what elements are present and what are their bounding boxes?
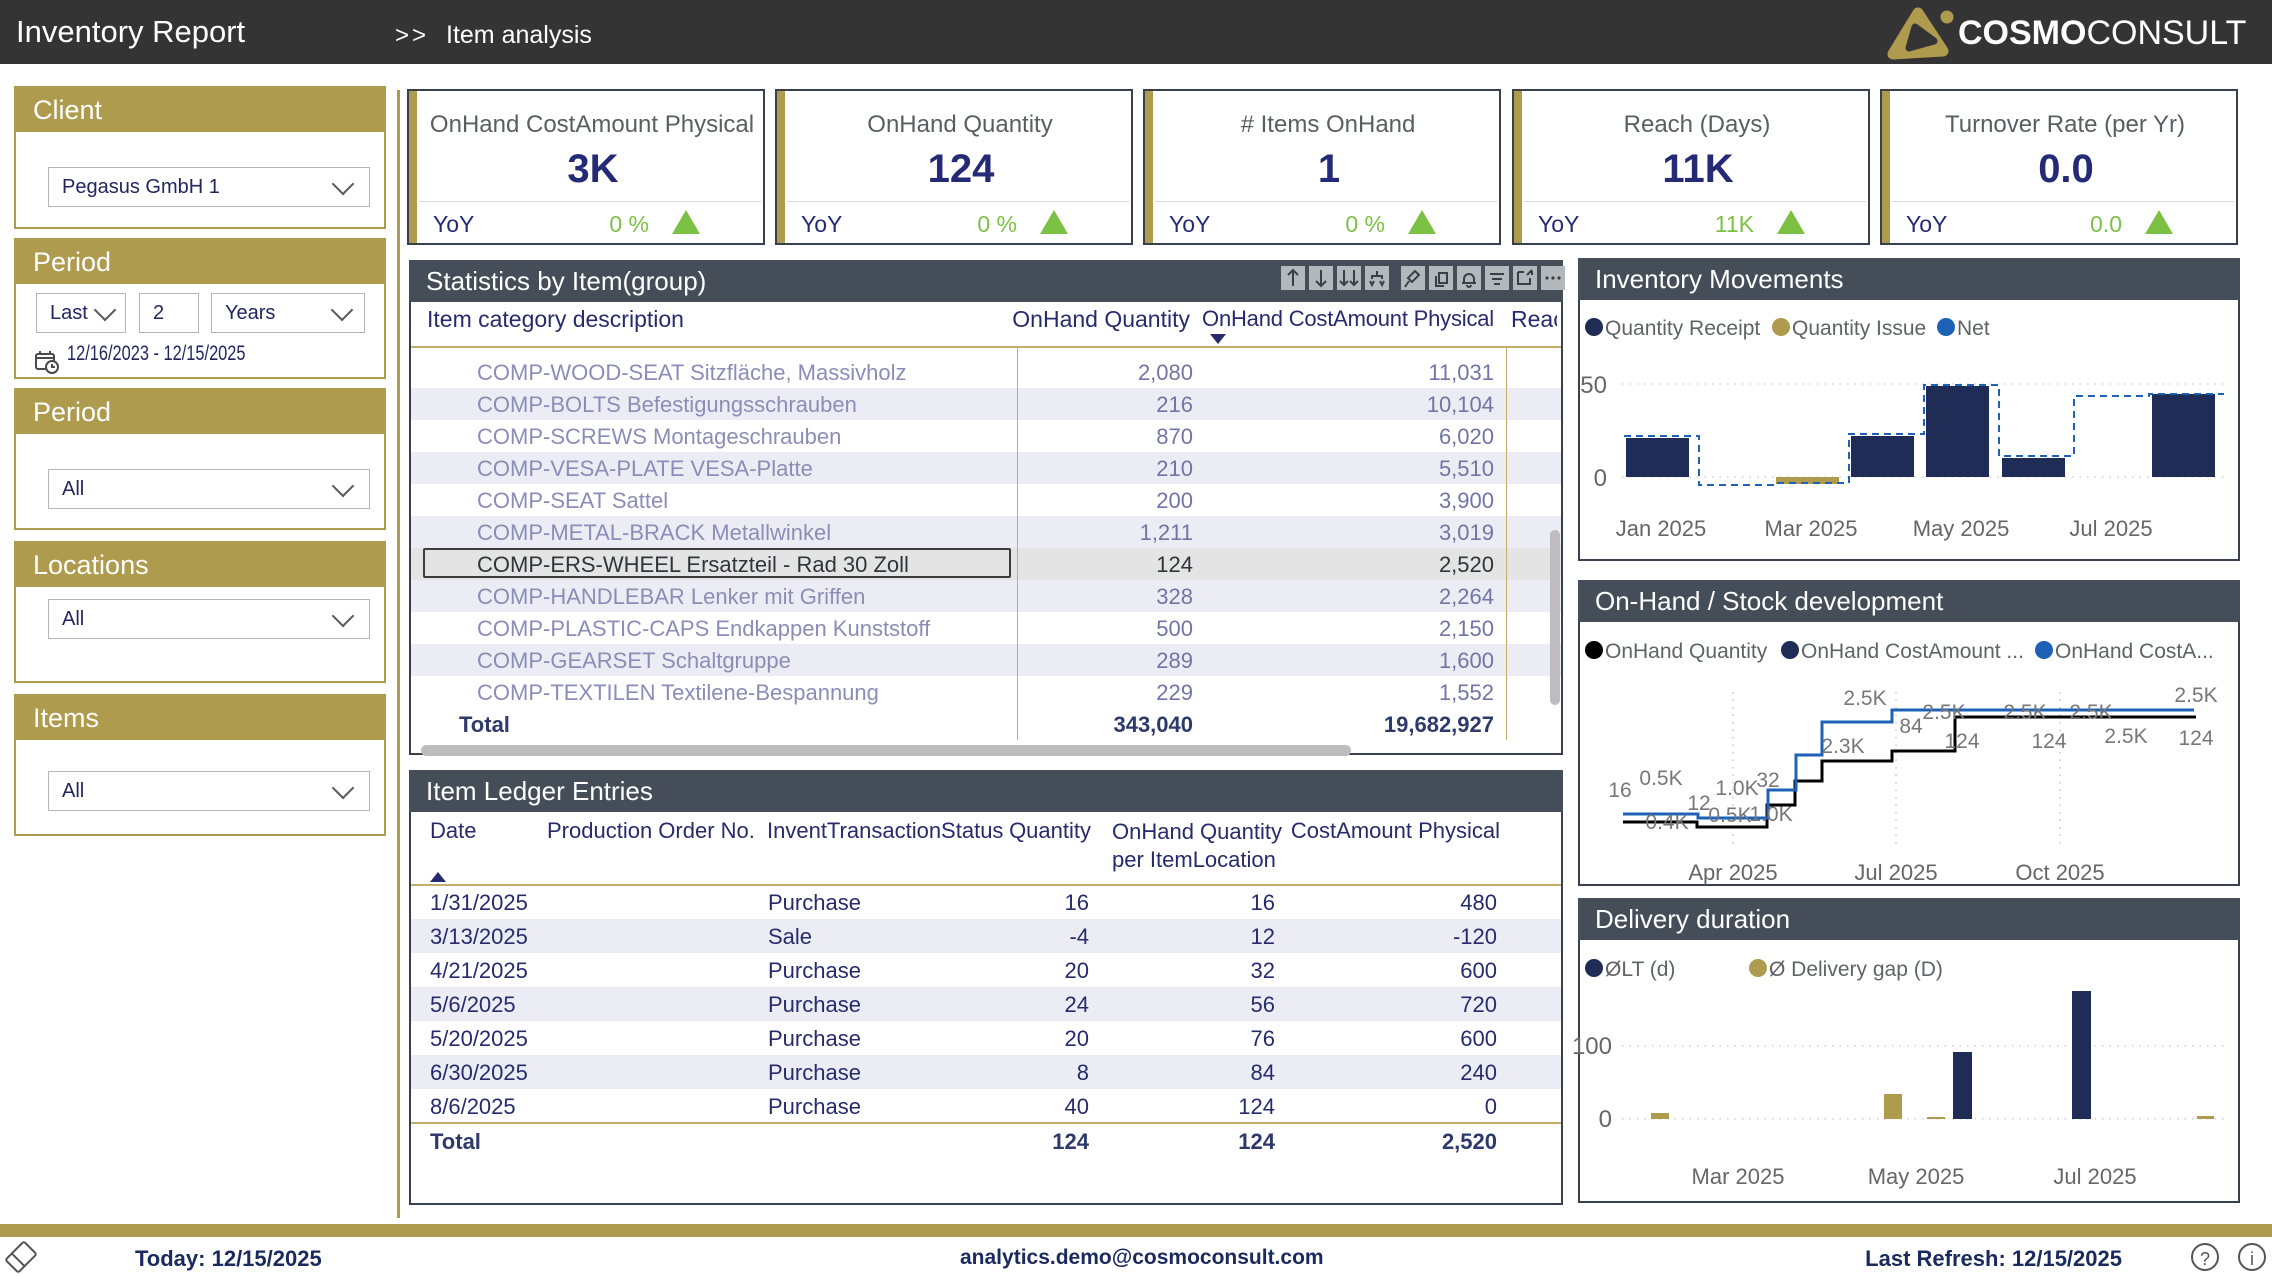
svg-text:OnHand Quantity: OnHand Quantity [1605,640,1768,663]
svg-text:Oct 2025: Oct 2025 [2015,860,2104,885]
svg-text:ØLT (d): ØLT (d) [1605,958,1675,981]
svg-text:2.5K: 2.5K [2003,701,2046,724]
svg-text:2.5K: 2.5K [2174,684,2217,707]
svg-text:0.4K: 0.4K [1645,811,1688,834]
svg-text:Jul 2025: Jul 2025 [1854,860,1937,885]
svg-text:84: 84 [1899,715,1923,738]
svg-text:12: 12 [1687,792,1710,815]
svg-text:?: ? [2200,1249,2210,1269]
svg-text:Jul 2025: Jul 2025 [2069,516,2152,541]
svg-text:2.5K: 2.5K [1843,687,1886,710]
svg-text:100: 100 [1572,1033,1612,1060]
svg-text:i: i [2250,1249,2254,1269]
svg-text:OnHand CostA...: OnHand CostA... [2055,640,2214,663]
svg-text:Ø Delivery gap (D): Ø Delivery gap (D) [1769,958,1943,981]
svg-text:1.0K: 1.0K [1749,803,1792,826]
svg-text:Jul 2025: Jul 2025 [2053,1164,2136,1189]
svg-text:124: 124 [2031,730,2066,753]
svg-text:1.0K: 1.0K [1715,777,1758,800]
svg-text:0: 0 [1594,465,1607,492]
svg-text:0.5K: 0.5K [1708,804,1751,827]
svg-text:OnHand CostAmount ...: OnHand CostAmount ... [1801,640,2024,663]
svg-text:Jan 2025: Jan 2025 [1616,516,1707,541]
svg-text:50: 50 [1580,372,1607,399]
svg-text:Quantity Issue: Quantity Issue [1792,317,1926,340]
svg-text:16: 16 [1608,779,1631,802]
svg-text:2.5K: 2.5K [2069,701,2112,724]
svg-text:2.5K: 2.5K [1922,701,1965,724]
svg-text:0.5K: 0.5K [1639,767,1682,790]
svg-text:Quantity Receipt: Quantity Receipt [1605,317,1760,340]
svg-text:124: 124 [2178,727,2213,750]
svg-text:Apr 2025: Apr 2025 [1688,860,1777,885]
svg-text:32: 32 [1756,769,1779,792]
svg-text:Net: Net [1957,317,1990,340]
svg-text:2.5K: 2.5K [2104,725,2147,748]
svg-text:2.3K: 2.3K [1821,735,1864,758]
svg-text:Mar 2025: Mar 2025 [1692,1164,1785,1189]
svg-text:May 2025: May 2025 [1868,1164,1965,1189]
svg-text:Mar 2025: Mar 2025 [1765,516,1858,541]
svg-text:124: 124 [1944,730,1979,753]
svg-text:0: 0 [1599,1106,1612,1133]
svg-text:May 2025: May 2025 [1913,516,2010,541]
